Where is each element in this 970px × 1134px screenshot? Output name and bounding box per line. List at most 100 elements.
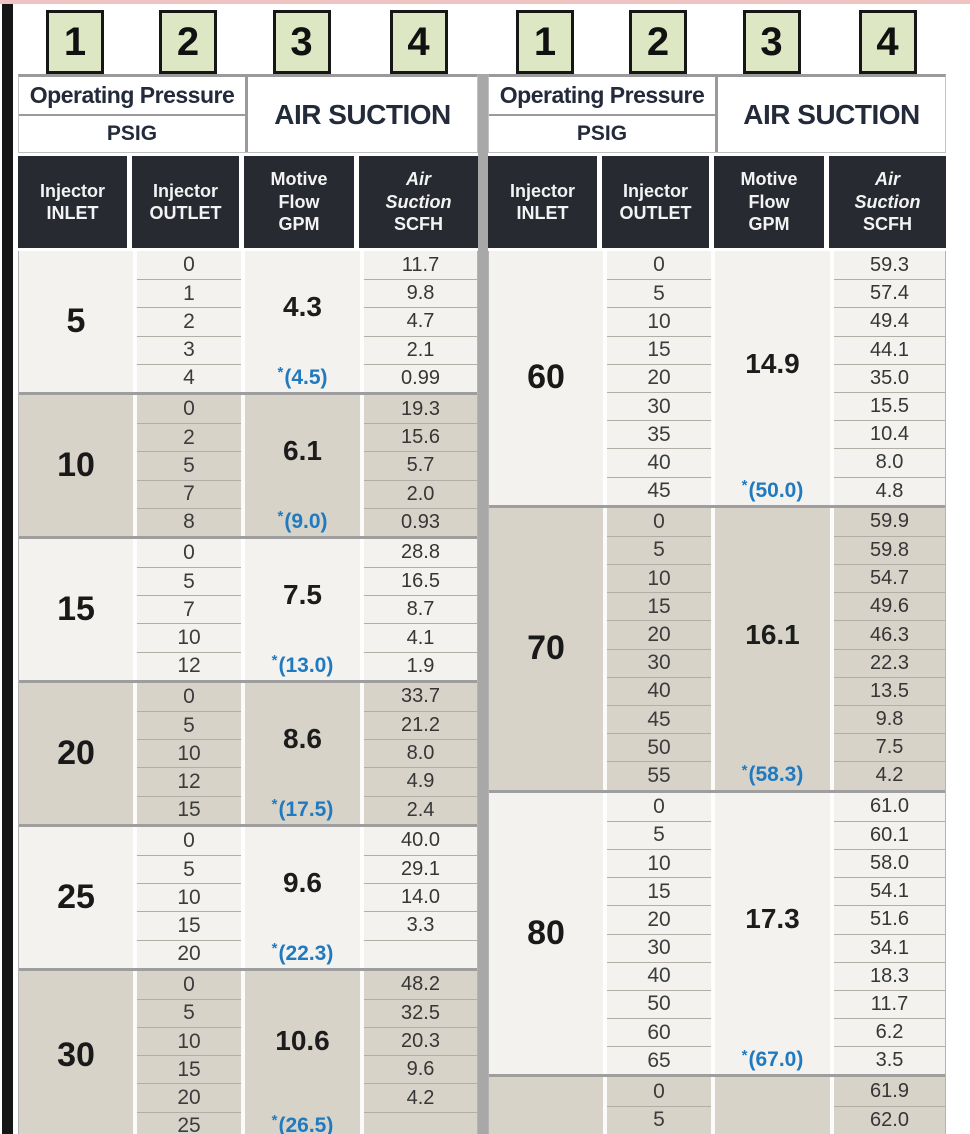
outlet-pressure-cell: 10 xyxy=(137,883,241,911)
outlet-pressure-cell: 20 xyxy=(607,363,711,392)
air-suction-cell: 3.5 xyxy=(834,1046,945,1074)
outlet-pressure-cell: 5 xyxy=(137,854,241,883)
motive-flow-column-header: Motive Flow GPM xyxy=(714,156,829,248)
column-badge-4: 4 xyxy=(389,10,448,74)
outlet-pressure-cell: 10 xyxy=(137,623,241,651)
inlet-pressure-value: 10 xyxy=(57,445,95,484)
air-suction-cell: 54.1 xyxy=(834,877,945,905)
outlet-pressure-cell: 20 xyxy=(137,939,241,968)
outlet-pressure-cell: 40 xyxy=(607,961,711,990)
motive-flow-column: 7.5 * (13.0) xyxy=(245,539,360,680)
pressure-group: 25 0 5 10 15 20 9.6 * (22.3) 40.0 29.1 14.0 3.3 xyxy=(19,823,477,968)
column-badge-2: 2 xyxy=(159,10,217,74)
tables-wrapper: 1 2 3 4 Operating Pressure PSIG AIR SUCT… xyxy=(18,10,946,1134)
air-suction-cell: 60.1 xyxy=(834,820,945,849)
outlet-column: 0 5 10 12 15 xyxy=(133,682,245,824)
air-suction-cell: 0.99 xyxy=(364,363,477,392)
air-suction-cell: 59.8 xyxy=(834,535,945,564)
column-headers: Injector INLET Injector OUTLET Motive Fl… xyxy=(488,156,946,248)
inlet-pressure-value: 80 xyxy=(527,914,565,952)
outlet-pressure-cell: 30 xyxy=(607,648,711,677)
motive-flow-value: 7.5 xyxy=(283,579,322,611)
asterisk-marker: * xyxy=(741,477,748,495)
air-suction-cell: 32.5 xyxy=(364,998,477,1027)
air-suction-cell: 51.6 xyxy=(834,905,945,933)
air-suction-header: AIR SUCTION xyxy=(715,77,945,152)
air-suction-column: 28.8 16.5 8.7 4.1 1.9 xyxy=(360,538,477,680)
outlet-pressure-cell: 0 xyxy=(183,253,195,277)
outlet-pressure-cell: 4 xyxy=(137,363,241,392)
air-suction-column: 61.9 62.0 xyxy=(830,1077,945,1134)
air-suction-column: 59.3 57.4 49.4 44.1 35.0 15.5 10.4 8.0 4.8 xyxy=(830,251,945,505)
outlet-pressure-cell: 15 xyxy=(607,592,711,620)
outlet-pressure-cell: 10 xyxy=(607,307,711,335)
air-suction-cell: 48.2 xyxy=(401,973,440,996)
outlet-pressure-cell: 0 xyxy=(183,828,195,852)
asterisk-marker: * xyxy=(741,1046,748,1064)
motive-flow-column: 14.9 * (50.0) xyxy=(715,251,830,505)
air-suction-cell: 22.3 xyxy=(834,648,945,677)
air-suction-column: 59.9 59.8 54.7 49.6 46.3 22.3 13.5 9.8 7.5 4.2 xyxy=(830,507,945,790)
air-suction-cell: 9.8 xyxy=(364,279,477,307)
outlet-pressure-cell: 15 xyxy=(137,795,241,824)
outlet-pressure-cell: 0 xyxy=(183,684,195,708)
outlet-pressure-cell: 5 xyxy=(137,711,241,739)
max-flow-value: * (67.0) xyxy=(741,1046,804,1072)
outlet-pressure-cell: 10 xyxy=(607,564,711,592)
motive-flow-column: 16.1 * (58.3) xyxy=(715,508,830,790)
column-badge-3: 3 xyxy=(742,10,801,74)
max-flow-value: * (9.0) xyxy=(277,508,328,533)
column-badge-4: 4 xyxy=(858,10,917,74)
inlet-pressure-value: 30 xyxy=(57,1035,95,1074)
air-suction-cell: 4.8 xyxy=(834,476,945,505)
motive-flow-value: 4.3 xyxy=(283,291,322,323)
right-injector-table: 1 2 3 4 Operating Pressure PSIG AIR SUCT… xyxy=(488,10,946,1134)
air-suction-cell: 5.7 xyxy=(364,451,477,479)
badge-row: 1 2 3 4 xyxy=(18,10,478,76)
outlet-pressure-cell: 12 xyxy=(137,767,241,795)
outlet-pressure-cell: 30 xyxy=(607,933,711,962)
air-suction-cell: 21.2 xyxy=(364,711,477,739)
psig-header: PSIG xyxy=(576,122,628,145)
injector-outlet-column-header: Injector OUTLET xyxy=(602,156,714,248)
air-suction-cell: 8.0 xyxy=(834,448,945,476)
max-flow-value: * (13.0) xyxy=(271,652,334,677)
outlet-pressure-cell: 10 xyxy=(137,739,241,767)
asterisk-marker: * xyxy=(277,364,284,382)
asterisk-marker: * xyxy=(271,1112,278,1130)
outlet-pressure-cell: 40 xyxy=(607,448,711,476)
motive-flow-column: 6.1 * (9.0) xyxy=(245,395,360,536)
air-suction-column: 40.0 29.1 14.0 3.3 xyxy=(360,826,477,968)
outlet-pressure-cell: 7 xyxy=(137,595,241,623)
outlet-pressure-cell: 3 xyxy=(137,335,241,364)
motive-flow-column: 9.6 * (22.3) xyxy=(245,827,360,968)
air-suction-column: 11.7 9.8 4.7 2.1 0.99 xyxy=(360,251,477,392)
air-suction-cell: 28.8 xyxy=(401,541,440,564)
air-suction-column: 33.7 21.2 8.0 4.9 2.4 xyxy=(360,682,477,824)
outlet-pressure-cell: 1 xyxy=(137,279,241,307)
air-suction-cell: 61.0 xyxy=(870,795,909,818)
motive-flow-value: 14.9 xyxy=(745,347,800,379)
air-suction-cell: 18.3 xyxy=(834,961,945,990)
air-suction-cell: 20.3 xyxy=(364,1027,477,1055)
max-flow-value: * (17.5) xyxy=(271,796,334,821)
outlet-pressure-cell: 0 xyxy=(183,540,195,564)
outlet-pressure-cell: 40 xyxy=(607,676,711,705)
air-suction-cell: 13.5 xyxy=(834,676,945,705)
inlet-pressure-value: 5 xyxy=(66,301,86,340)
air-suction-cell xyxy=(364,939,477,968)
left-injector-table: 1 2 3 4 Operating Pressure PSIG AIR SUCT… xyxy=(18,10,478,1134)
outlet-pressure-cell: 5 xyxy=(607,279,711,307)
column-badge-3: 3 xyxy=(272,10,331,74)
outlet-pressure-cell: 12 xyxy=(137,651,241,680)
air-suction-cell: 33.7 xyxy=(401,685,440,708)
outlet-pressure-cell: 7 xyxy=(137,479,241,508)
column-badge-1: 1 xyxy=(46,10,104,74)
motive-flow-column: 4.3 * (4.5) xyxy=(245,251,360,392)
max-flow-value: * (50.0) xyxy=(741,477,804,502)
air-suction-column: 19.3 15.6 5.7 2.0 0.93 xyxy=(360,394,477,536)
pressure-group: 60 0 5 10 15 20 30 35 40 45 14.9 * (50.0) 59.3 57.4 49.… xyxy=(489,251,945,505)
